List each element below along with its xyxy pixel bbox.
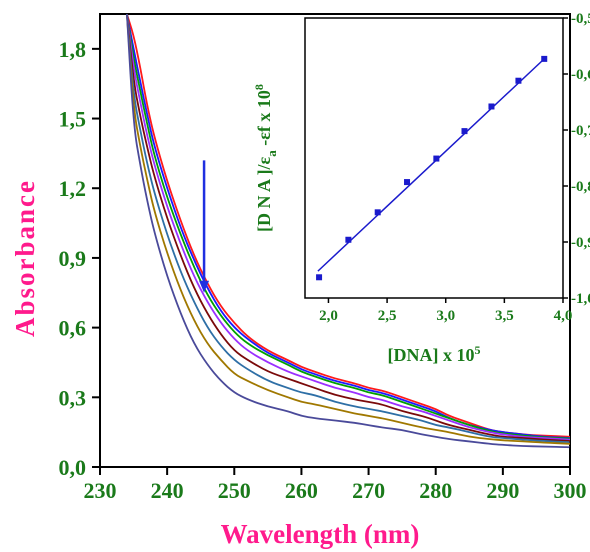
inset-y-tick-label: -0,8 <box>571 179 590 195</box>
main-x-tick-label: 260 <box>285 478 318 503</box>
main-x-tick-label: 300 <box>554 478 587 503</box>
inset-x-axis-label-exponent: 5 <box>475 343 481 357</box>
inset-data-point <box>374 209 381 216</box>
inset-y-tick-label: -0,6 <box>571 67 590 83</box>
inset-y-tick-label: -0,5 <box>571 11 590 27</box>
trend-arrow-head-icon <box>199 280 210 293</box>
inset-x-tick-label: 3,5 <box>495 308 514 324</box>
main-x-tick-label: 250 <box>218 478 251 503</box>
inset-y-ticks: -1,0 -0,9 -0,8 -0,7 -0,6 -0,5 <box>563 11 590 307</box>
inset-data-point <box>541 55 548 62</box>
inset-data-point <box>316 274 323 281</box>
inset-y-axis-label-main: [D N A ]/ε <box>254 156 274 232</box>
inset-x-axis-label: [DNA] x 105 <box>388 343 481 365</box>
main-x-tick-label: 230 <box>84 478 117 503</box>
inset-y-tick-label: -0,9 <box>571 235 590 251</box>
inset-x-tick-label: 2,0 <box>319 308 338 324</box>
inset-fit-line <box>317 57 546 272</box>
inset-y-axis-label-subscript: a <box>264 150 279 157</box>
inset-data-point <box>433 155 440 162</box>
inset-data-point <box>461 128 468 135</box>
absorbance-series-line <box>126 14 570 441</box>
main-y-tick-label: 1,8 <box>59 37 87 62</box>
inset-y-axis-label: [D N A ]/εa -εf x 108 <box>252 84 279 232</box>
main-y-axis-label: Absorbance <box>10 179 40 337</box>
inset-x-tick-label: 3,0 <box>436 308 455 324</box>
absorbance-series-line <box>126 14 570 445</box>
absorbance-series-line <box>126 14 570 442</box>
inset-x-tick-label: 2,5 <box>378 308 397 324</box>
main-y-tick-label: 0,9 <box>59 246 87 271</box>
inset-x-tick-label: 4,0 <box>554 308 573 324</box>
main-x-tick-label: 290 <box>486 478 519 503</box>
absorbance-series-line <box>126 14 570 449</box>
main-x-tick-label: 240 <box>151 478 184 503</box>
main-y-tick-label: 1,5 <box>59 107 87 132</box>
inset-x-axis-label-main: [DNA] x 10 <box>388 345 475 365</box>
inset-y-axis-label-exponent: 8 <box>252 84 266 90</box>
inset-data-point <box>488 103 495 110</box>
main-plot-frame <box>99 13 571 468</box>
main-chart: 230 240 250 260 270 280 290 300 0,0 0,3 0,6 0,9 1,2… <box>10 13 587 549</box>
inset-points-group <box>316 55 548 281</box>
main-x-tick-label: 280 <box>419 478 452 503</box>
main-x-ticks: 230 240 250 260 270 280 290 300 <box>84 467 587 503</box>
inset-data-point <box>515 77 522 84</box>
main-series-group <box>126 14 570 449</box>
inset-y-axis-label-rest: -εf x 10 <box>254 90 274 150</box>
main-y-tick-label: 0,0 <box>59 455 87 480</box>
main-y-tick-label: 0,3 <box>59 385 87 410</box>
inset-y-tick-label: -0,7 <box>571 123 590 139</box>
inset-y-tick-label: -1,0 <box>571 291 590 307</box>
main-y-tick-label: 0,6 <box>59 316 87 341</box>
absorbance-series-line <box>126 14 570 440</box>
absorbance-series-line <box>126 14 570 438</box>
main-y-ticks: 0,0 0,3 0,6 0,9 1,2 1,5 1,8 <box>59 37 100 480</box>
inset-data-point <box>404 179 411 186</box>
absorbance-series-line <box>126 14 570 444</box>
main-y-tick-label: 1,2 <box>59 176 87 201</box>
main-x-tick-label: 270 <box>352 478 385 503</box>
main-x-axis-label: Wavelength (nm) <box>221 519 420 549</box>
inset-x-ticks: 2,0 2,5 3,0 3,5 4,0 <box>319 298 572 324</box>
inset-data-point <box>345 236 352 243</box>
inset-chart: 2,0 2,5 3,0 3,5 4,0 -1,0 -0,9 -0,8 -0,7 -0,6 -0,5… <box>252 11 590 365</box>
